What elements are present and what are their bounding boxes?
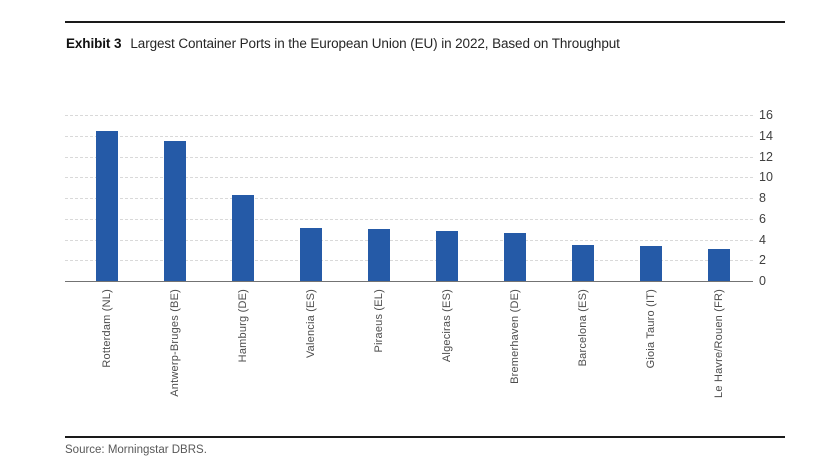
bar-cell [617,115,685,281]
x-category-cell: Rotterdam (NL) [73,289,141,434]
bar-chart-plot-area [65,115,753,282]
x-category-cell: Bremerhaven (DE) [481,289,549,434]
x-category-label: Algeciras (ES) [441,289,453,363]
x-category-cell: Gioia Tauro (IT) [617,289,685,434]
bar [572,244,594,281]
bar [232,194,254,281]
gridline [65,218,753,220]
y-tick-label: 6 [759,211,766,226]
y-tick-label: 12 [759,149,773,164]
bar [436,231,458,281]
bar-cell [277,115,345,281]
x-category-cell: Algeciras (ES) [413,289,481,434]
bar [504,233,526,281]
x-axis-category-labels: Rotterdam (NL) Antwerp-Bruges (BE) Hamburg… [73,289,753,434]
gridline [65,115,753,116]
y-tick-label: 4 [759,232,766,247]
gridline [65,239,753,241]
bar [640,245,662,281]
bar-cell [685,115,753,281]
x-axis-line [65,280,753,282]
bar [300,228,322,281]
x-category-label: Bremerhaven (DE) [509,289,521,384]
bar-cell [549,115,617,281]
exhibit-label: Exhibit 3 [66,36,122,51]
bar [708,248,730,281]
y-tick-label: 14 [759,128,773,143]
x-category-label: Rotterdam (NL) [101,289,113,368]
x-category-cell: Piraeus (EL) [345,289,413,434]
x-category-label: Le Havre/Rouen (FR) [713,289,725,398]
x-category-cell: Antwerp-Bruges (BE) [141,289,209,434]
bar [164,140,186,281]
exhibit-title: Exhibit 3 Largest Container Ports in the … [66,36,620,51]
x-category-label: Piraeus (EL) [373,289,385,353]
gridline [65,198,753,199]
gridline [65,135,753,137]
top-rule [65,21,785,23]
y-tick-label: 0 [759,274,766,288]
y-tick-label: 8 [759,191,766,205]
x-category-label: Hamburg (DE) [237,289,249,363]
x-category-cell: Hamburg (DE) [209,289,277,434]
x-category-label: Gioia Tauro (IT) [645,289,657,369]
y-tick-label: 16 [759,108,773,122]
gridline [65,260,753,262]
bar-cell [345,115,413,281]
bar [368,229,390,281]
bar-cell [481,115,549,281]
y-tick-label: 2 [759,253,766,268]
x-category-cell: Valencia (ES) [277,289,345,434]
bar [96,130,118,281]
x-category-label: Antwerp-Bruges (BE) [169,289,181,397]
bar-cell [209,115,277,281]
bar-cell [73,115,141,281]
bottom-rule [65,436,785,438]
x-category-label: Barcelona (ES) [577,289,589,367]
x-category-cell: Barcelona (ES) [549,289,617,434]
y-tick-label: 10 [759,170,773,185]
gridline [65,156,753,158]
x-category-cell: Le Havre/Rouen (FR) [685,289,753,434]
bar-cell [413,115,481,281]
bar-series [73,115,753,281]
x-category-label: Valencia (ES) [305,289,317,359]
gridline [65,177,753,179]
bar-cell [141,115,209,281]
y-axis-tick-labels: 0 2 4 6 8 10 12 14 16 [759,108,799,288]
exhibit-title-text: Largest Container Ports in the European … [130,36,620,51]
source-note: Source: Morningstar DBRS. [65,444,207,456]
